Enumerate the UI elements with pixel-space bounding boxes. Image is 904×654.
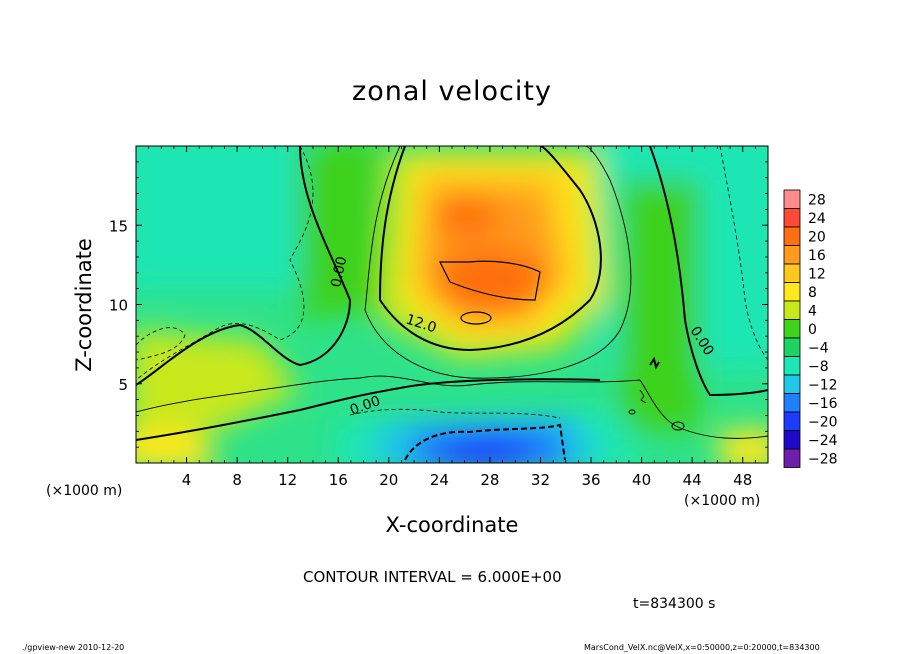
x-tick-label: 28 <box>480 471 499 489</box>
x-unit-left: (×1000 m) <box>46 483 123 499</box>
x-axis: 4 8 12 16 20 24 28 32 36 40 44 48 <box>148 146 756 489</box>
colorbar-swatch <box>783 245 801 265</box>
colorbar-swatch <box>783 189 801 209</box>
x-tick-label: 20 <box>379 471 398 489</box>
colorbar-label: 12 <box>808 266 826 282</box>
colorbar: 28 24 20 16 12 8 4 0 −4 −8 −12 −16 −20 −24 −28 <box>783 189 838 468</box>
colorbar-label: −4 <box>808 340 829 356</box>
colorbar-swatch <box>783 319 801 339</box>
colorbar-swatch <box>783 263 801 283</box>
colorbar-label: −24 <box>808 433 838 449</box>
colorbar-label: −20 <box>808 414 838 430</box>
colorbar-label: −8 <box>808 359 829 375</box>
x-tick-label: 48 <box>733 471 752 489</box>
velocity-field <box>136 146 768 463</box>
colorbar-swatch <box>783 374 801 394</box>
x-tick-label: 32 <box>531 471 550 489</box>
x-tick-label: 4 <box>182 471 192 489</box>
y-axis: 5 10 15 <box>109 161 768 448</box>
y-axis-label: Z-coordinate <box>72 238 96 372</box>
colorbar-label: 20 <box>808 229 826 245</box>
y-tick-label: 15 <box>109 217 128 235</box>
x-tick-label: 8 <box>232 471 242 489</box>
contour-interval-note: CONTOUR INTERVAL = 6.000E+00 <box>303 568 562 586</box>
colorbar-swatch <box>783 356 801 376</box>
colorbar-swatch <box>783 393 801 413</box>
footer-right: MarsCond_VelX.nc@VelX,x=0:50000,z=0:2000… <box>584 643 820 652</box>
colorbar-swatch <box>783 430 801 450</box>
x-tick-label: 40 <box>632 471 651 489</box>
footer-left: ./gpview-new 2010-12-20 <box>22 643 125 652</box>
colorbar-swatch <box>783 448 801 468</box>
x-tick-label: 12 <box>278 471 297 489</box>
chart-title: zonal velocity <box>352 76 552 107</box>
colorbar-swatch <box>783 208 801 228</box>
colorbar-label: 28 <box>808 192 826 208</box>
colorbar-label: −28 <box>808 451 838 467</box>
x-unit-right: (×1000 m) <box>684 493 761 509</box>
colorbar-swatch <box>783 300 801 320</box>
colorbar-label: −12 <box>808 377 838 393</box>
x-tick-label: 44 <box>683 471 702 489</box>
time-label: t=834300 s <box>633 596 716 612</box>
colorbar-label: 24 <box>808 211 826 227</box>
y-tick-label: 5 <box>118 376 128 394</box>
colorbar-label: 4 <box>808 303 817 319</box>
x-tick-label: 24 <box>430 471 449 489</box>
colorbar-label: 16 <box>808 248 826 264</box>
colorbar-swatch <box>783 226 801 246</box>
x-tick-label: 16 <box>329 471 348 489</box>
colorbar-label: −16 <box>808 396 838 412</box>
colorbar-swatch <box>783 282 801 302</box>
contour-label-left: 0.00 <box>328 255 350 289</box>
colorbar-label: 8 <box>808 285 817 301</box>
x-tick-label: 36 <box>581 471 600 489</box>
colorbar-swatch <box>783 411 801 431</box>
colorbar-label: 0 <box>808 322 817 338</box>
colorbar-swatch <box>783 337 801 357</box>
y-tick-label: 10 <box>109 297 128 315</box>
x-axis-label: X-coordinate <box>385 513 519 537</box>
